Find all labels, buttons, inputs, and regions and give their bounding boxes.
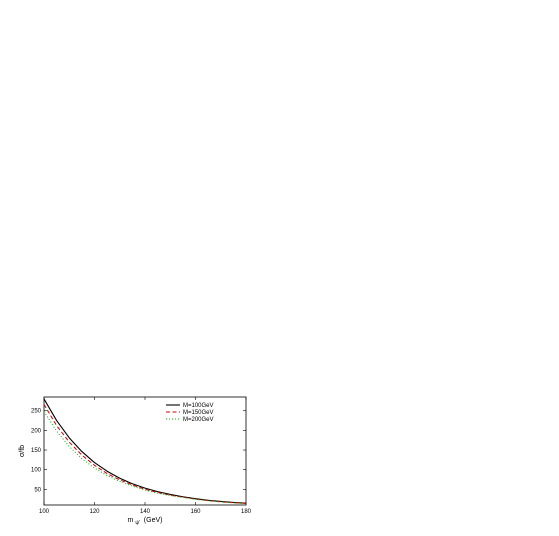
x-axis-label: m — [128, 517, 134, 524]
legend-label-3: M=200GeV — [183, 417, 214, 423]
x-axis-title: m ψ' (GeV) — [128, 517, 163, 526]
x-tick-label-160: 160 — [190, 509, 201, 515]
x-axis-label-subscript: ψ' — [135, 520, 140, 526]
series-line-2 — [43, 404, 247, 504]
plot-frame — [43, 396, 247, 506]
series-line-1 — [43, 398, 247, 504]
x-tick-label-100: 100 — [39, 509, 50, 515]
legend-label-1: M=100GeV — [183, 403, 214, 409]
legend-label-2: M=150GeV — [183, 410, 214, 416]
x-tick-label-180: 180 — [241, 509, 252, 515]
plot-area: 100 120 140 160 180 50 100 150 200 250 — [31, 396, 252, 515]
x-axis-label-unit: (GeV) — [144, 517, 163, 524]
x-tick-label-140: 140 — [140, 509, 151, 515]
y-tick-label-50: 50 — [34, 487, 41, 493]
series-line-3 — [43, 411, 247, 505]
x-axis-ticks: 100 120 140 160 180 — [39, 397, 252, 515]
y-axis-ticks: 50 100 150 200 250 — [31, 409, 246, 493]
x-tick-label-120: 120 — [89, 509, 100, 515]
y-axis-title: σ/fb — [19, 445, 26, 457]
series-lines — [43, 398, 247, 505]
y-tick-label-250: 250 — [31, 409, 42, 415]
y-tick-label-200: 200 — [31, 428, 42, 434]
y-tick-label-100: 100 — [31, 468, 42, 474]
y-tick-label-150: 150 — [31, 448, 42, 454]
